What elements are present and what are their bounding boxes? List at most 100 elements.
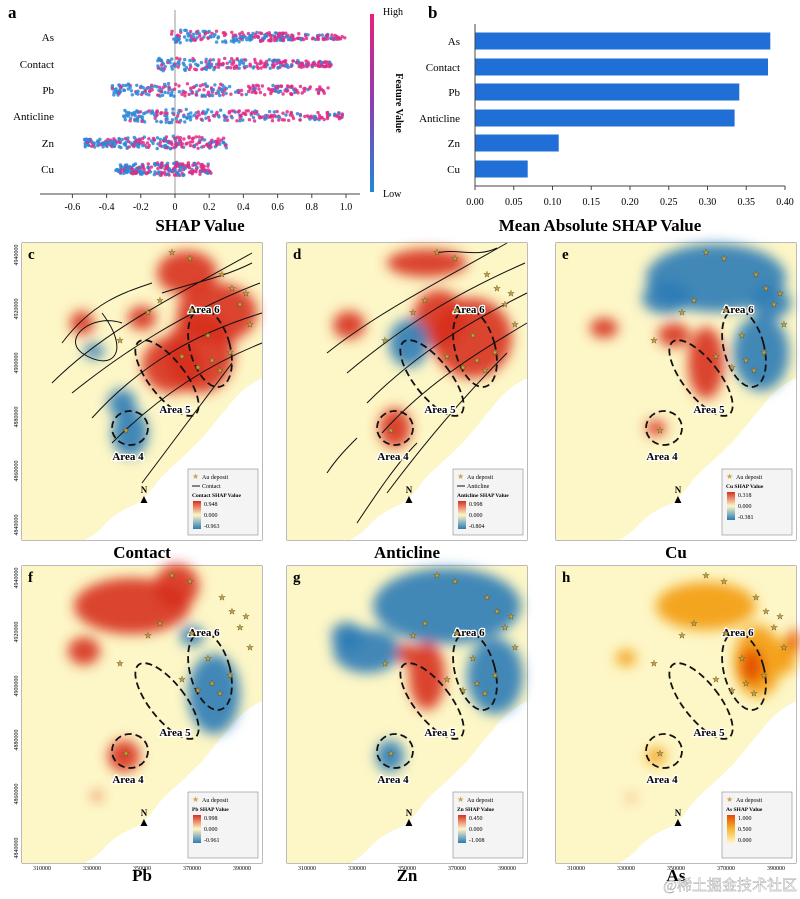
swarm-point [304, 36, 309, 41]
feature-label: Cu [41, 164, 54, 176]
au-deposit-marker: ★ [144, 631, 151, 640]
map-legend: ★ Au deposit Anticline Anticline SHAP Value… [452, 468, 524, 536]
map-caption: Pb [132, 866, 152, 885]
swarm-point [192, 113, 196, 118]
swarm-point [177, 37, 181, 41]
swarm-point [183, 166, 187, 171]
swarm-point [320, 33, 324, 37]
swarm-point [272, 59, 276, 63]
swarm-point [170, 118, 175, 122]
swarm-point [197, 88, 201, 92]
swarm-point [200, 136, 204, 140]
swarm-point [322, 64, 326, 69]
legend-star: ★ [457, 795, 464, 804]
swarm-point [140, 91, 145, 95]
swarm-point [193, 161, 197, 166]
swarm-point [289, 110, 293, 115]
bar [475, 83, 740, 101]
structure-line [386, 352, 508, 494]
swarm-point [171, 107, 175, 111]
swarm-point [191, 169, 195, 173]
swarm-point [184, 107, 188, 112]
swarm-point [165, 117, 169, 121]
swarm-point [112, 93, 116, 97]
au-deposit-marker: ★ [720, 577, 727, 586]
legend-min: -0.961 [204, 838, 220, 844]
area-outline [645, 410, 683, 446]
au-deposit-marker: ★ [690, 619, 697, 628]
swarm-point [179, 109, 183, 113]
swarm-point [83, 143, 88, 147]
y-tick-label: 4920000 [14, 622, 20, 643]
swarm-point [162, 136, 167, 141]
swarm-point [144, 92, 148, 96]
au-deposit-marker: ★ [491, 348, 498, 357]
swarm-point [159, 90, 163, 94]
map-panel-label: d [293, 247, 302, 263]
swarm-point [136, 145, 141, 149]
swarm-point [198, 84, 203, 88]
north-arrow: ▲ [672, 492, 684, 506]
swarm-point [118, 163, 123, 167]
legend-max: 0.948 [204, 502, 218, 508]
swarm-point [127, 111, 131, 115]
swarm-point [235, 119, 239, 123]
swarm-point [178, 57, 182, 61]
swarm-point [263, 117, 267, 121]
swarm-point [181, 61, 185, 65]
swarm-point [153, 116, 157, 121]
swarm-point [117, 136, 121, 141]
swarm-point [216, 65, 221, 69]
swarm-point [212, 114, 217, 118]
shap-hotspot [397, 644, 417, 664]
swarm-point [207, 29, 211, 34]
swarm-point [289, 37, 293, 41]
swarm-point [168, 168, 172, 172]
au-deposit-marker: ★ [409, 631, 416, 640]
swarm-point [96, 143, 100, 147]
swarm-point [86, 138, 91, 142]
legend-colorbar [458, 501, 466, 529]
feature-label: Zn [42, 138, 55, 150]
x-tick-label: 370000 [183, 866, 201, 872]
swarm-point [148, 86, 152, 90]
swarm-point [332, 37, 336, 42]
swarm-point [233, 38, 238, 43]
swarm-point [246, 84, 251, 89]
au-deposit-marker: ★ [144, 308, 151, 317]
swarm-point [128, 119, 132, 123]
legend-mid: 0.000 [469, 513, 483, 519]
swarm-point [236, 110, 240, 114]
swarm-point [196, 146, 200, 150]
swarm-point [122, 88, 126, 92]
map-legend: ★ Au deposit Cu SHAP Value 0.318 0.000 -0.381 [721, 468, 793, 536]
structure-lines [51, 252, 263, 484]
au-deposit-marker: ★ [188, 629, 195, 638]
x-tick-label: 390000 [767, 866, 785, 872]
swarm-point [158, 94, 162, 98]
au-deposit-marker: ★ [752, 593, 759, 602]
legend-box [187, 791, 259, 859]
swarm-point [109, 141, 114, 146]
swarm-point [253, 57, 257, 62]
au-deposit-marker: ★ [381, 336, 388, 345]
shap-hotspot [467, 638, 523, 714]
swarm-point [223, 39, 227, 43]
swarm-point [168, 147, 172, 151]
swarm-point [119, 85, 123, 90]
shap-hotspot [616, 650, 636, 666]
au-deposit-marker: ★ [409, 308, 416, 317]
swarm-point [291, 59, 295, 63]
swarm-point [133, 118, 137, 123]
swarm-point [179, 142, 183, 147]
swarm-point [224, 146, 228, 150]
swarm-point [152, 172, 156, 177]
bar [475, 134, 559, 152]
swarm-point [173, 40, 178, 44]
x-tick-label-b: 0.20 [621, 197, 639, 208]
swarm-point [199, 60, 204, 65]
shap-hotspot [70, 311, 94, 335]
swarm-point [120, 137, 124, 142]
swarm-point [219, 108, 223, 112]
swarm-point [115, 140, 119, 144]
